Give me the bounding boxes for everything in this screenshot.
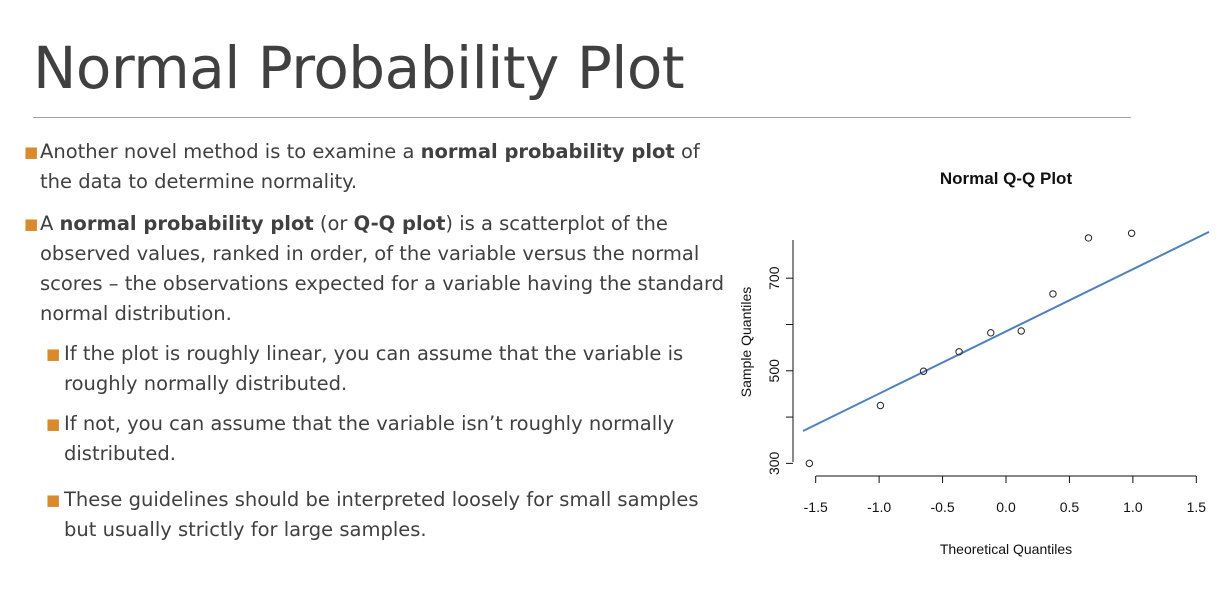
data-point xyxy=(1049,290,1057,298)
data-point xyxy=(955,348,963,356)
bullet-marker-icon: ■ xyxy=(24,215,39,233)
x-tick-label: 0.0 xyxy=(996,499,1016,515)
bullet-definition: ■ A normal probability plot (or Q-Q plot… xyxy=(24,209,728,329)
x-tick-label: 1.0 xyxy=(1123,499,1143,515)
sub-bullet-marker-icon: ■ xyxy=(46,345,61,363)
y-tick-label: 500 xyxy=(766,359,782,383)
x-axis-label: Theoretical Quantiles xyxy=(940,541,1072,557)
sub-bullet-marker-icon: ■ xyxy=(46,491,61,509)
x-tick-label: -0.5 xyxy=(931,499,955,515)
y-axis-label: Sample Quantiles xyxy=(738,287,754,398)
bullet-method: ■ Another novel method is to examine a n… xyxy=(24,137,728,197)
qq-plot: Normal Q-Q Plot Sample Quantiles Theoret… xyxy=(738,169,1210,557)
slide-title: Normal Probability Plot xyxy=(33,34,685,102)
bullet-list: ■ Another novel method is to examine a n… xyxy=(24,137,728,545)
data-point xyxy=(1127,229,1136,237)
x-tick-label: -1.5 xyxy=(804,499,828,515)
sub-bullet-linear: ■ If the plot is roughly linear, you can… xyxy=(28,339,728,399)
data-point xyxy=(987,329,995,337)
data-point xyxy=(1017,327,1025,335)
x-tick-label: 0.5 xyxy=(1060,499,1080,515)
data-point xyxy=(919,367,928,375)
sub-bullet-guidelines: ■ These guidelines should be interpreted… xyxy=(28,485,728,545)
data-point xyxy=(876,401,885,410)
x-tick-label: 1.5 xyxy=(1187,499,1207,515)
data-point xyxy=(805,459,814,468)
x-tick-label: -1.0 xyxy=(867,499,891,515)
sub-bullet-not-linear: ■ If not, you can assume that the variab… xyxy=(28,409,728,469)
chart-title: Normal Q-Q Plot xyxy=(940,169,1073,188)
data-point xyxy=(1084,234,1093,242)
title-divider xyxy=(33,117,1131,118)
y-tick-label: 700 xyxy=(766,266,782,290)
y-tick-label: 300 xyxy=(766,451,782,475)
qq-reference-line xyxy=(802,230,1210,432)
sub-bullet-marker-icon: ■ xyxy=(46,415,61,433)
bullet-marker-icon: ■ xyxy=(24,143,39,161)
